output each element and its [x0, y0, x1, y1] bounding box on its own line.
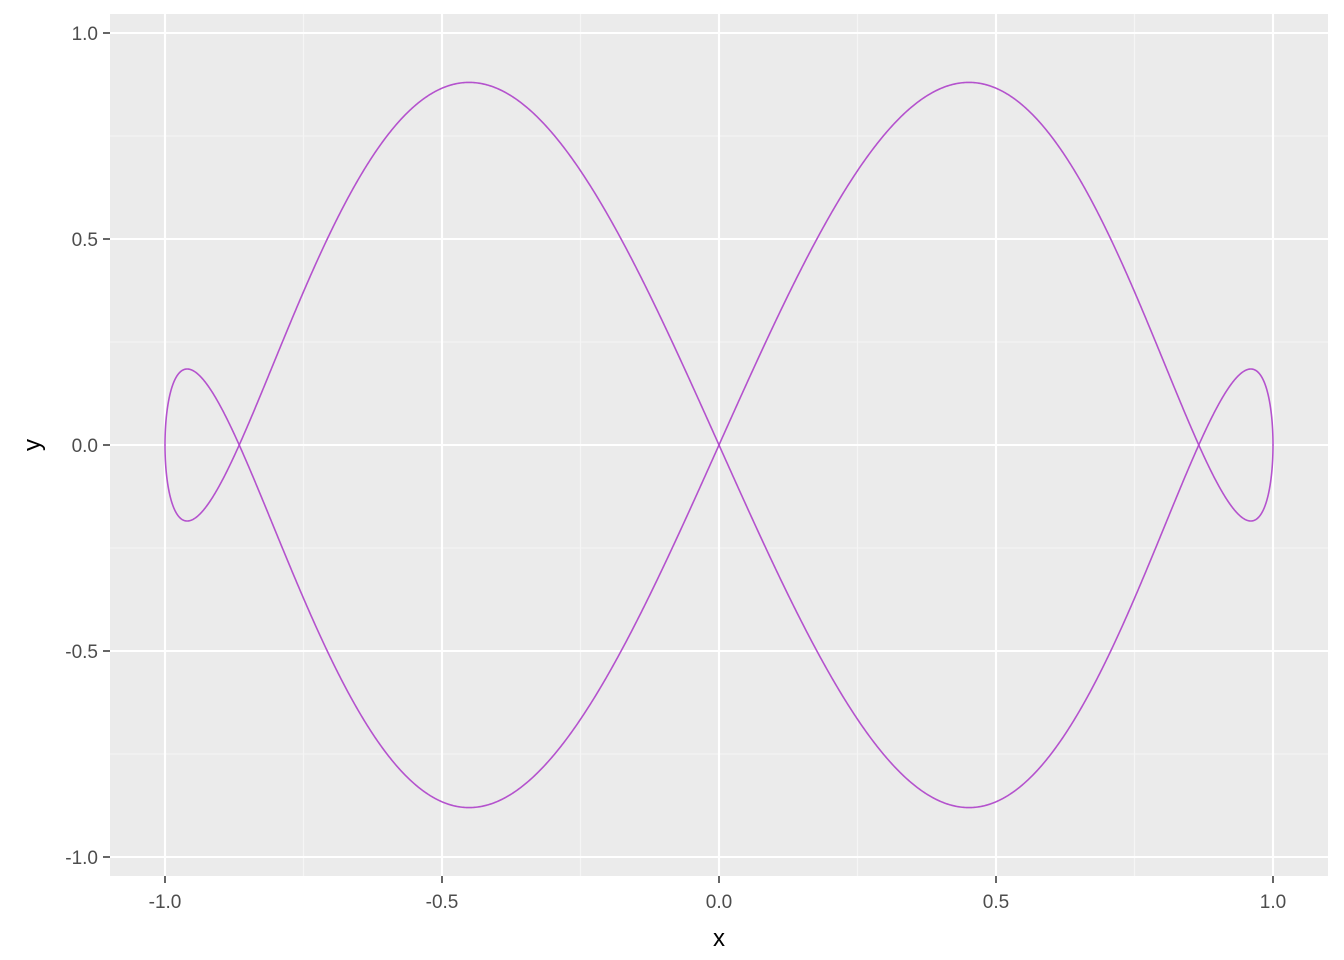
y-axis: -1.0 -0.5 0.0 0.5 1.0	[65, 24, 110, 869]
y-tick-label: -0.5	[65, 642, 98, 663]
y-tick-label: 0.5	[72, 230, 98, 251]
y-axis-title: y	[19, 439, 46, 451]
y-tick-label: -1.0	[65, 848, 98, 869]
curve-layer	[164, 81, 1274, 809]
y-tick-label: 0.0	[72, 436, 98, 457]
x-axis-title: x	[713, 925, 725, 952]
x-tick-label: 0.5	[983, 892, 1009, 913]
x-tick-label: 1.0	[1260, 892, 1286, 913]
x-tick-label: 0.0	[706, 892, 732, 913]
y-tick-label: 1.0	[72, 24, 98, 45]
x-tick-label: -0.5	[426, 892, 459, 913]
x-axis: -1.0 -0.5 0.0 0.5 1.0	[149, 876, 1286, 913]
x-tick-label: -1.0	[149, 892, 182, 913]
series-line	[164, 81, 1274, 809]
